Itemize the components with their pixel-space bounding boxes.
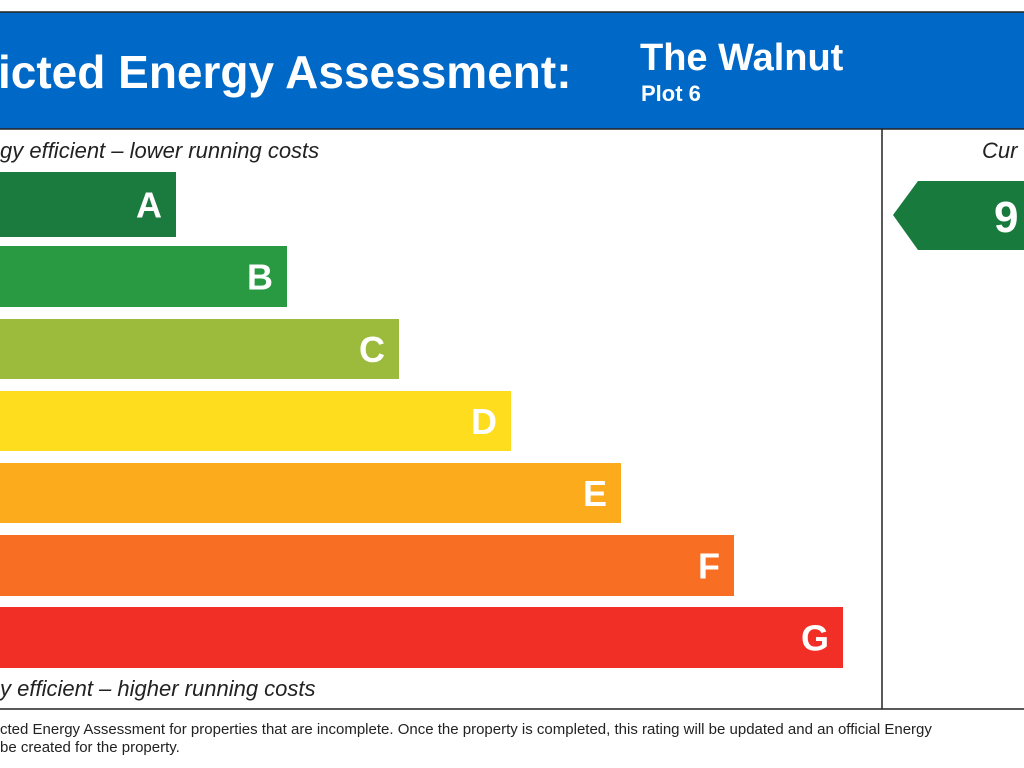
band [0, 463, 621, 523]
plot-label: Plot 6 [641, 81, 701, 106]
band [0, 607, 843, 668]
current-arrow [893, 181, 1024, 250]
band-letter: B [247, 257, 273, 298]
band-letter: F [698, 546, 720, 587]
band-letter: E [583, 473, 607, 514]
footer-line: be created for the property. [0, 739, 180, 756]
property-name: The Walnut [640, 37, 844, 79]
footer-line: cted Energy Assessment for properties th… [0, 721, 932, 738]
band-letter: A [136, 185, 162, 226]
header-bar [0, 12, 1024, 129]
band-letter: G [801, 618, 829, 659]
band-letter: C [359, 329, 385, 370]
header-title: icted Energy Assessment: [0, 46, 572, 98]
current-heading: Cur [982, 138, 1019, 163]
bottom-label: y efficient – higher running costs [0, 676, 316, 701]
band [0, 246, 287, 307]
band [0, 535, 734, 596]
bands: A B C D E F G [0, 172, 843, 668]
band [0, 319, 399, 379]
band [0, 172, 176, 237]
band-letter: D [471, 401, 497, 442]
top-label: gy efficient – lower running costs [0, 138, 319, 163]
current-rating: 9 [994, 193, 1018, 242]
band [0, 391, 511, 451]
